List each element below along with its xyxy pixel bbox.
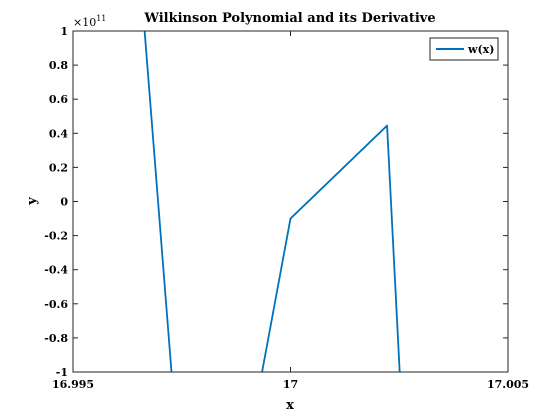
y-axis-exponent: ×1011 [73, 14, 106, 29]
y-exponent-power: 11 [96, 14, 106, 23]
y-tick-label: 0 [60, 196, 68, 209]
series-layer [143, 31, 401, 372]
y-tick-label: -0.4 [44, 264, 68, 277]
x-tick-label: 17 [283, 378, 298, 391]
y-tick-label: 1 [60, 25, 68, 38]
y-tick-label: -0.6 [44, 298, 68, 311]
svg-text:×1011: ×1011 [73, 14, 106, 29]
y-exponent-base: ×10 [73, 16, 96, 29]
legend[interactable]: w(x) [429, 37, 499, 61]
y-tick-label: 0.6 [49, 93, 68, 106]
y-tick-label: -0.8 [44, 332, 68, 345]
x-axis-label: x [286, 398, 294, 413]
plot-frame [72, 30, 509, 373]
axis-tick-labels: 1 0.8 0.6 0.4 0.2 0 -0.2 -0.4 -0.6 -0.8 -116.995 17… [44, 25, 529, 391]
plot-area [73, 31, 508, 372]
y-tick-label: -0.2 [44, 230, 68, 243]
chart-title: Wilkinson Polynomial and its Derivative [143, 11, 435, 26]
y-tick-label: 0.8 [49, 59, 68, 72]
x-tick-label: 17.005 [487, 378, 529, 391]
x-tick-label: 16.995 [52, 378, 94, 391]
series-line-0 [143, 31, 401, 372]
y-tick-label: -1 [56, 366, 68, 379]
legend-label-w: w(x) [467, 43, 494, 56]
y-tick-label: 0.2 [49, 161, 68, 174]
y-tick-label: 0.4 [49, 127, 68, 140]
y-axis-label: y [25, 197, 40, 206]
